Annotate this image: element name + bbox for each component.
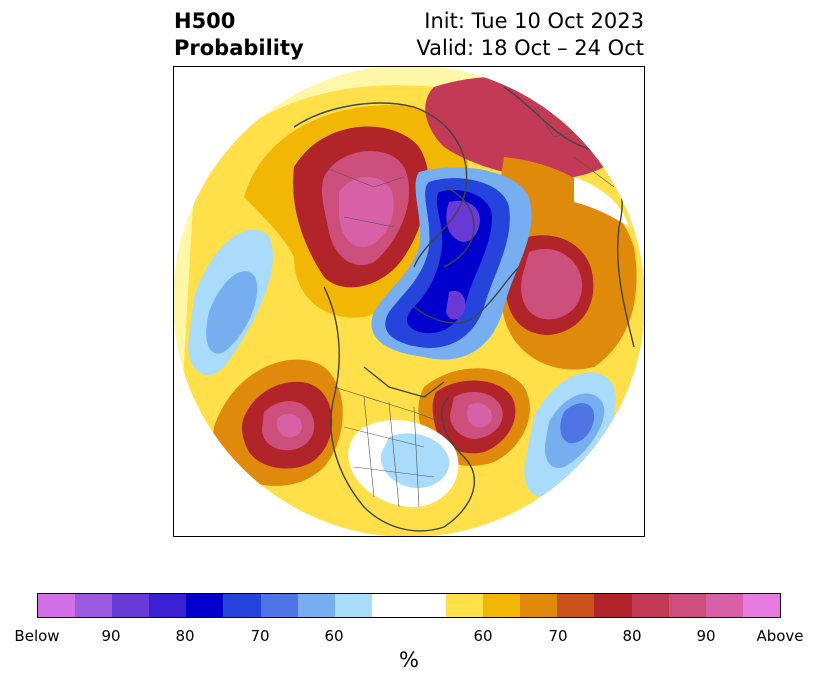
colorbar-tick: 70 [250, 627, 270, 645]
colorbar-segment [149, 594, 187, 617]
valid-range: Valid: 18 Oct – 24 Oct [416, 36, 644, 60]
colorbar-segment [594, 594, 632, 617]
colorbar-segment [223, 594, 261, 617]
colorbar-segment [260, 594, 298, 617]
borders [323, 106, 615, 508]
title-variable: H500 [174, 9, 236, 33]
colorbar-segment [520, 594, 558, 617]
colorbar-segment [112, 594, 150, 617]
probability-colorbar [37, 593, 781, 618]
chart-title: H500 Probability [174, 8, 304, 62]
colorbar-tick: 60 [473, 627, 493, 645]
forecast-dates: Init: Tue 10 Oct 2023 Valid: 18 Oct – 24… [416, 8, 644, 62]
colorbar-tick-below: Below [14, 627, 60, 645]
colorbar-tick: 90 [101, 627, 121, 645]
colorbar-segment [297, 594, 335, 617]
colorbar-segment [75, 594, 113, 617]
colorbar-tick-above: Above [756, 627, 804, 645]
polar-map-svg [174, 67, 644, 536]
colorbar-tick: 80 [622, 627, 642, 645]
colorbar-segment [483, 594, 521, 617]
colorbar-tick: 70 [548, 627, 568, 645]
probability-map [173, 66, 645, 537]
colorbar-segment [38, 594, 76, 617]
init-date: Init: Tue 10 Oct 2023 [424, 9, 644, 33]
colorbar-segment-neutral [371, 594, 447, 617]
colorbar-segment [631, 594, 669, 617]
colorbar-segment [446, 594, 484, 617]
colorbar-units: % [399, 648, 419, 672]
colorbar-segment [557, 594, 595, 617]
colorbar-segment [668, 594, 706, 617]
colorbar-segment [186, 594, 224, 617]
colorbar-tick: 80 [175, 627, 195, 645]
colorbar-tick: 90 [696, 627, 716, 645]
coastlines [293, 86, 635, 532]
anomaly-field [174, 67, 644, 536]
colorbar-tick: 60 [324, 627, 344, 645]
title-product: Probability [174, 36, 304, 60]
colorbar-segment [334, 594, 372, 617]
colorbar-segment [705, 594, 743, 617]
colorbar-segment [742, 594, 780, 617]
